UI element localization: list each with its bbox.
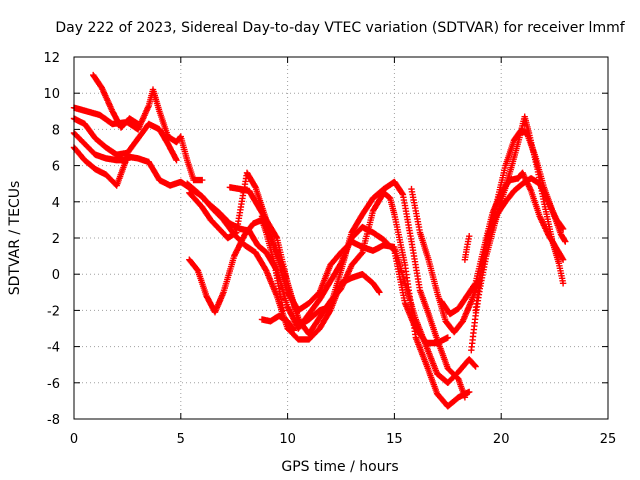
- data-point-markers: [468, 113, 567, 354]
- data-point-markers: [90, 71, 142, 131]
- data-point-markers: [258, 178, 469, 401]
- y-tick-label: 2: [52, 232, 60, 247]
- y-tick-label: -8: [47, 413, 60, 428]
- grid: [74, 57, 608, 419]
- data-point-markers: [70, 129, 131, 164]
- chart-title: Day 222 of 2023, Sidereal Day-to-day VTE…: [55, 20, 625, 36]
- y-axis-ticks: -8 -6 -4 -2 0 2 4 6 8 10 12: [43, 51, 608, 428]
- y-tick-label: -6: [47, 377, 60, 392]
- y-tick-label: 6: [52, 160, 60, 175]
- x-axis-label: GPS time / hours: [281, 459, 398, 475]
- data-point-markers: [461, 233, 473, 263]
- series-track-16: [461, 233, 473, 263]
- x-tick-label: 10: [279, 432, 296, 447]
- x-tick-label: 0: [70, 432, 78, 447]
- series-track-9: [258, 178, 469, 401]
- series-track-5: [70, 144, 383, 343]
- y-tick-label: 4: [52, 196, 60, 211]
- y-tick-label: 10: [43, 87, 60, 102]
- data-point-markers: [70, 144, 383, 343]
- series-track-10: [186, 216, 287, 316]
- series-track-11: [258, 312, 298, 334]
- x-tick-label: 15: [386, 432, 403, 447]
- x-tick-label: 20: [493, 432, 510, 447]
- y-axis-label: SDTVAR / TECUs: [7, 181, 23, 296]
- y-tick-label: -2: [47, 304, 60, 319]
- series-track-3: [90, 71, 142, 131]
- data-points: [70, 71, 569, 410]
- y-tick-label: -4: [47, 341, 60, 356]
- data-point-markers: [258, 312, 298, 334]
- data-point-markers: [186, 216, 287, 316]
- x-tick-label: 25: [600, 432, 617, 447]
- series-track-4: [70, 129, 131, 164]
- series-track-15: [468, 113, 567, 354]
- x-tick-label: 5: [177, 432, 185, 447]
- y-tick-label: 12: [43, 51, 60, 66]
- y-tick-label: 8: [52, 123, 60, 138]
- y-tick-label: 0: [52, 268, 60, 283]
- x-axis-ticks: 0 5 10 15 20 25: [70, 57, 616, 447]
